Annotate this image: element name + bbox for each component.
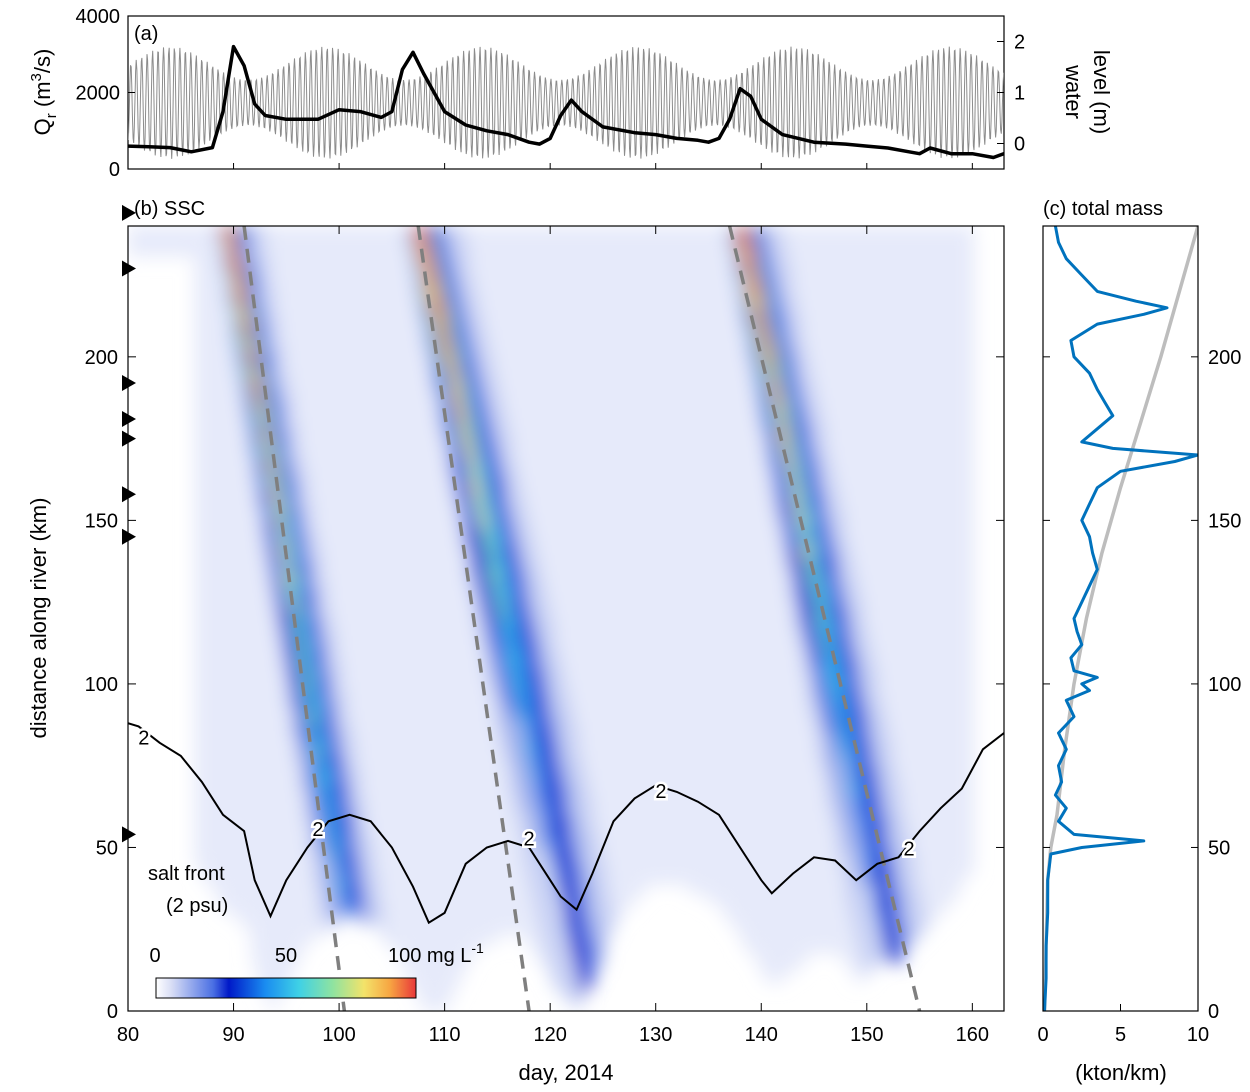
- heatmap-cell: [456, 972, 462, 983]
- heatmap-cell: [337, 913, 343, 924]
- heatmap-cell: [271, 1001, 277, 1012]
- a-y2tick-label: 2: [1014, 32, 1025, 54]
- panel-a: 0 2000 4000 0 1 2 (a) Qr (m3/s) water level (…: [28, 6, 1114, 181]
- a-ytick-label: 2000: [76, 83, 121, 105]
- heatmap-cell: [494, 933, 500, 944]
- heatmap-cell: [299, 942, 305, 953]
- heatmap-cell: [323, 923, 329, 934]
- panel-a-right-ylabel-1: water: [1061, 64, 1086, 119]
- heatmap-cell: [451, 982, 457, 993]
- water-level-series: [128, 47, 1004, 159]
- a-y2tick-label: 0: [1014, 134, 1025, 156]
- water-level-line: [128, 47, 1004, 159]
- heatmap-cell: [446, 991, 452, 1002]
- heatmap-cell: [309, 933, 315, 944]
- a-y2tick-label: 1: [1014, 83, 1025, 105]
- panel-a-right-ylabel-2: level (m): [1089, 50, 1114, 134]
- a-ytick-label: 4000: [76, 6, 121, 28]
- ssc-heatmap: [128, 226, 974, 1012]
- a-ytick-label: 0: [109, 159, 120, 181]
- panel-a-left-ylabel: Qr (m3/s): [28, 49, 60, 136]
- panel-a-label: (a): [134, 23, 158, 45]
